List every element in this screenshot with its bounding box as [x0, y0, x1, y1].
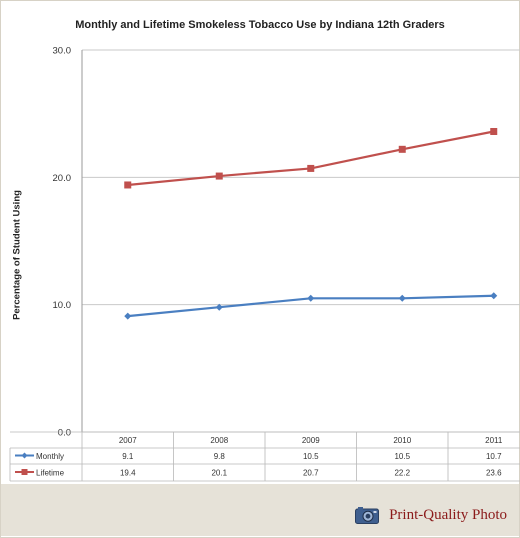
data-label-monthly: 10.7 [486, 452, 502, 461]
data-label-lifetime: 22.2 [394, 469, 410, 478]
data-point-lifetime [307, 164, 315, 172]
y-tick-label: 30.0 [53, 46, 72, 57]
data-point-monthly [398, 294, 406, 302]
data-label-monthly: 10.5 [394, 452, 410, 461]
data-label-lifetime: 20.7 [303, 469, 319, 478]
x-tick-label: 2008 [210, 436, 228, 445]
x-tick-label: 2007 [119, 436, 137, 445]
data-point-monthly [490, 292, 498, 300]
camera-icon [355, 507, 380, 524]
data-label-monthly: 9.1 [122, 452, 134, 461]
data-label-lifetime: 23.6 [486, 469, 502, 478]
data-point-lifetime [215, 172, 223, 180]
y-tick-label: 20.0 [53, 173, 72, 184]
data-label-lifetime: 20.1 [211, 469, 227, 478]
legend-label-lifetime: Lifetime [36, 469, 65, 478]
print-quality-photo-link[interactable]: Print-Quality Photo [355, 506, 507, 524]
chart-title: Monthly and Lifetime Smokeless Tobacco U… [75, 19, 445, 31]
data-point-lifetime [124, 181, 132, 189]
y-tick-label: 10.0 [53, 300, 72, 311]
data-point-lifetime [490, 127, 498, 135]
print-quality-photo-label: Print-Quality Photo [389, 506, 507, 523]
data-label-monthly: 9.8 [214, 452, 226, 461]
data-point-monthly [215, 303, 223, 311]
legend-marker-monthly [21, 452, 28, 459]
y-tick-label: 0.0 [58, 428, 71, 439]
x-tick-label: 2010 [393, 436, 411, 445]
x-tick-label: 2011 [485, 436, 503, 445]
photo-footer: Print-Quality Photo [1, 484, 519, 536]
data-label-lifetime: 19.4 [120, 469, 136, 478]
x-tick-label: 2009 [302, 436, 320, 445]
data-point-monthly [124, 312, 132, 320]
legend-marker-lifetime [21, 469, 28, 475]
data-point-monthly [307, 294, 315, 302]
data-point-lifetime [398, 145, 406, 153]
legend-label-monthly: Monthly [36, 452, 64, 461]
chart-plot: 0.0 10.0 20.0 30.0 2007 2008 2009 2010 2011 Month… [9, 46, 520, 482]
data-label-monthly: 10.5 [303, 452, 319, 461]
